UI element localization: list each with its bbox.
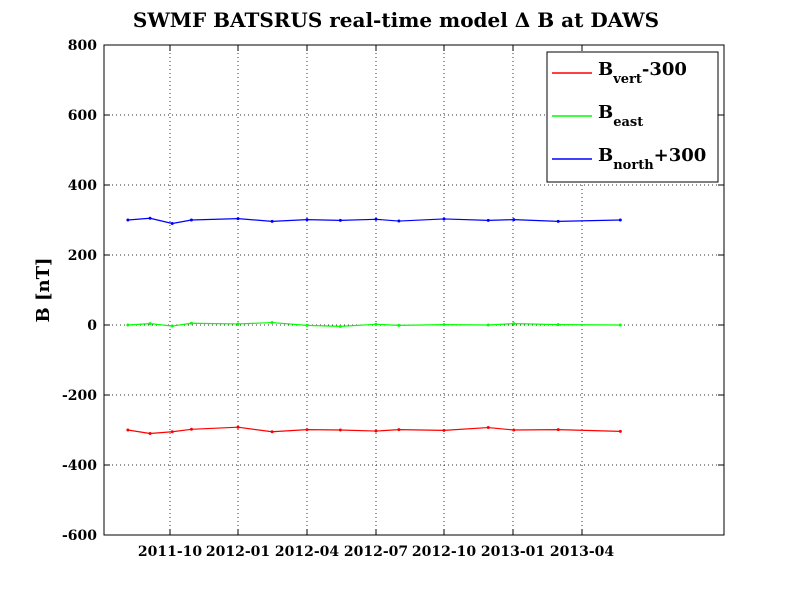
series-point-vert <box>374 429 378 433</box>
series-point-east <box>148 322 152 326</box>
series-point-east <box>170 324 174 328</box>
x-tick-label: 2012-01 <box>206 544 270 560</box>
series-point-east <box>486 323 490 327</box>
series-point-east <box>374 322 378 326</box>
x-tick-label: 2012-10 <box>412 544 477 560</box>
y-axis: -600 -400 -200 0 200 400 600 800 <box>62 38 724 544</box>
chart-title: SWMF BATSRUS real-time model Δ B at DAWS <box>133 8 659 32</box>
y-tick-label: -400 <box>62 458 97 474</box>
series-point-vert <box>170 430 174 434</box>
series-point-vert <box>189 427 193 431</box>
legend-label-east: Beast <box>598 102 643 130</box>
series-point-north <box>512 218 516 222</box>
series-point-vert <box>305 428 309 432</box>
series-point-vert <box>236 425 240 429</box>
series-point-north <box>397 219 401 223</box>
series-point-east <box>442 323 446 327</box>
y-tick-label: 200 <box>68 248 97 264</box>
series-point-north <box>305 218 309 222</box>
series-point-north <box>170 222 174 225</box>
series-point-north <box>148 216 152 220</box>
series-point-east <box>189 321 193 325</box>
series-point-vert <box>512 428 516 432</box>
series-point-vert <box>270 430 274 434</box>
legend-label-north: Bnorth+300 <box>598 145 706 173</box>
y-tick-label: 800 <box>68 38 97 54</box>
series-point-north <box>270 219 274 223</box>
x-tick-label: 2012-04 <box>275 544 340 560</box>
series-point-east <box>397 323 401 327</box>
series-point-north <box>374 217 378 221</box>
series-point-vert <box>442 428 446 432</box>
series-point-east <box>270 321 274 325</box>
series-point-east <box>236 322 240 326</box>
y-tick-label: -200 <box>62 388 97 404</box>
series-point-north <box>236 217 240 221</box>
legend-items: Bvert-300 Beast Bnorth+300 <box>552 59 706 173</box>
x-tick-label: 2013-01 <box>481 544 545 560</box>
x-tick-label: 2013-04 <box>550 544 615 560</box>
y-tick-label: 0 <box>87 318 97 334</box>
series-point-vert <box>126 428 130 432</box>
y-tick-label: -600 <box>62 528 97 544</box>
legend-label-vert: Bvert-300 <box>598 59 687 87</box>
series-point-north <box>556 219 560 223</box>
series-point-east <box>338 324 342 328</box>
y-axis-label: B [nT] <box>33 258 54 323</box>
series-point-east <box>556 323 560 327</box>
series-point-north <box>618 218 622 222</box>
series-point-east <box>305 323 309 327</box>
series-point-east <box>126 323 130 327</box>
x-tick-label: 2011-10 <box>138 544 203 560</box>
series-point-north <box>442 217 446 221</box>
series-layer <box>126 216 622 435</box>
y-tick-label: 400 <box>68 178 97 194</box>
series-point-east <box>618 323 622 327</box>
series-point-vert <box>148 432 152 435</box>
plot-frame <box>103 44 725 536</box>
series-point-north <box>486 218 490 222</box>
series-point-vert <box>486 426 490 430</box>
series-point-east <box>512 322 516 326</box>
series-point-north <box>189 218 193 222</box>
legend: Bvert-300 Beast Bnorth+300 <box>546 51 719 183</box>
series-point-vert <box>397 428 401 432</box>
series-point-north <box>338 218 342 222</box>
x-axis: 2011-10 2012-01 2012-04 2012-07 2012-10 2013-… <box>138 45 615 560</box>
series-point-vert <box>618 429 622 433</box>
x-tick-label: 2012-07 <box>344 544 408 560</box>
series-point-vert <box>338 428 342 432</box>
y-tick-label: 600 <box>68 108 97 124</box>
series-point-north <box>126 218 130 222</box>
series-point-vert <box>556 428 560 432</box>
